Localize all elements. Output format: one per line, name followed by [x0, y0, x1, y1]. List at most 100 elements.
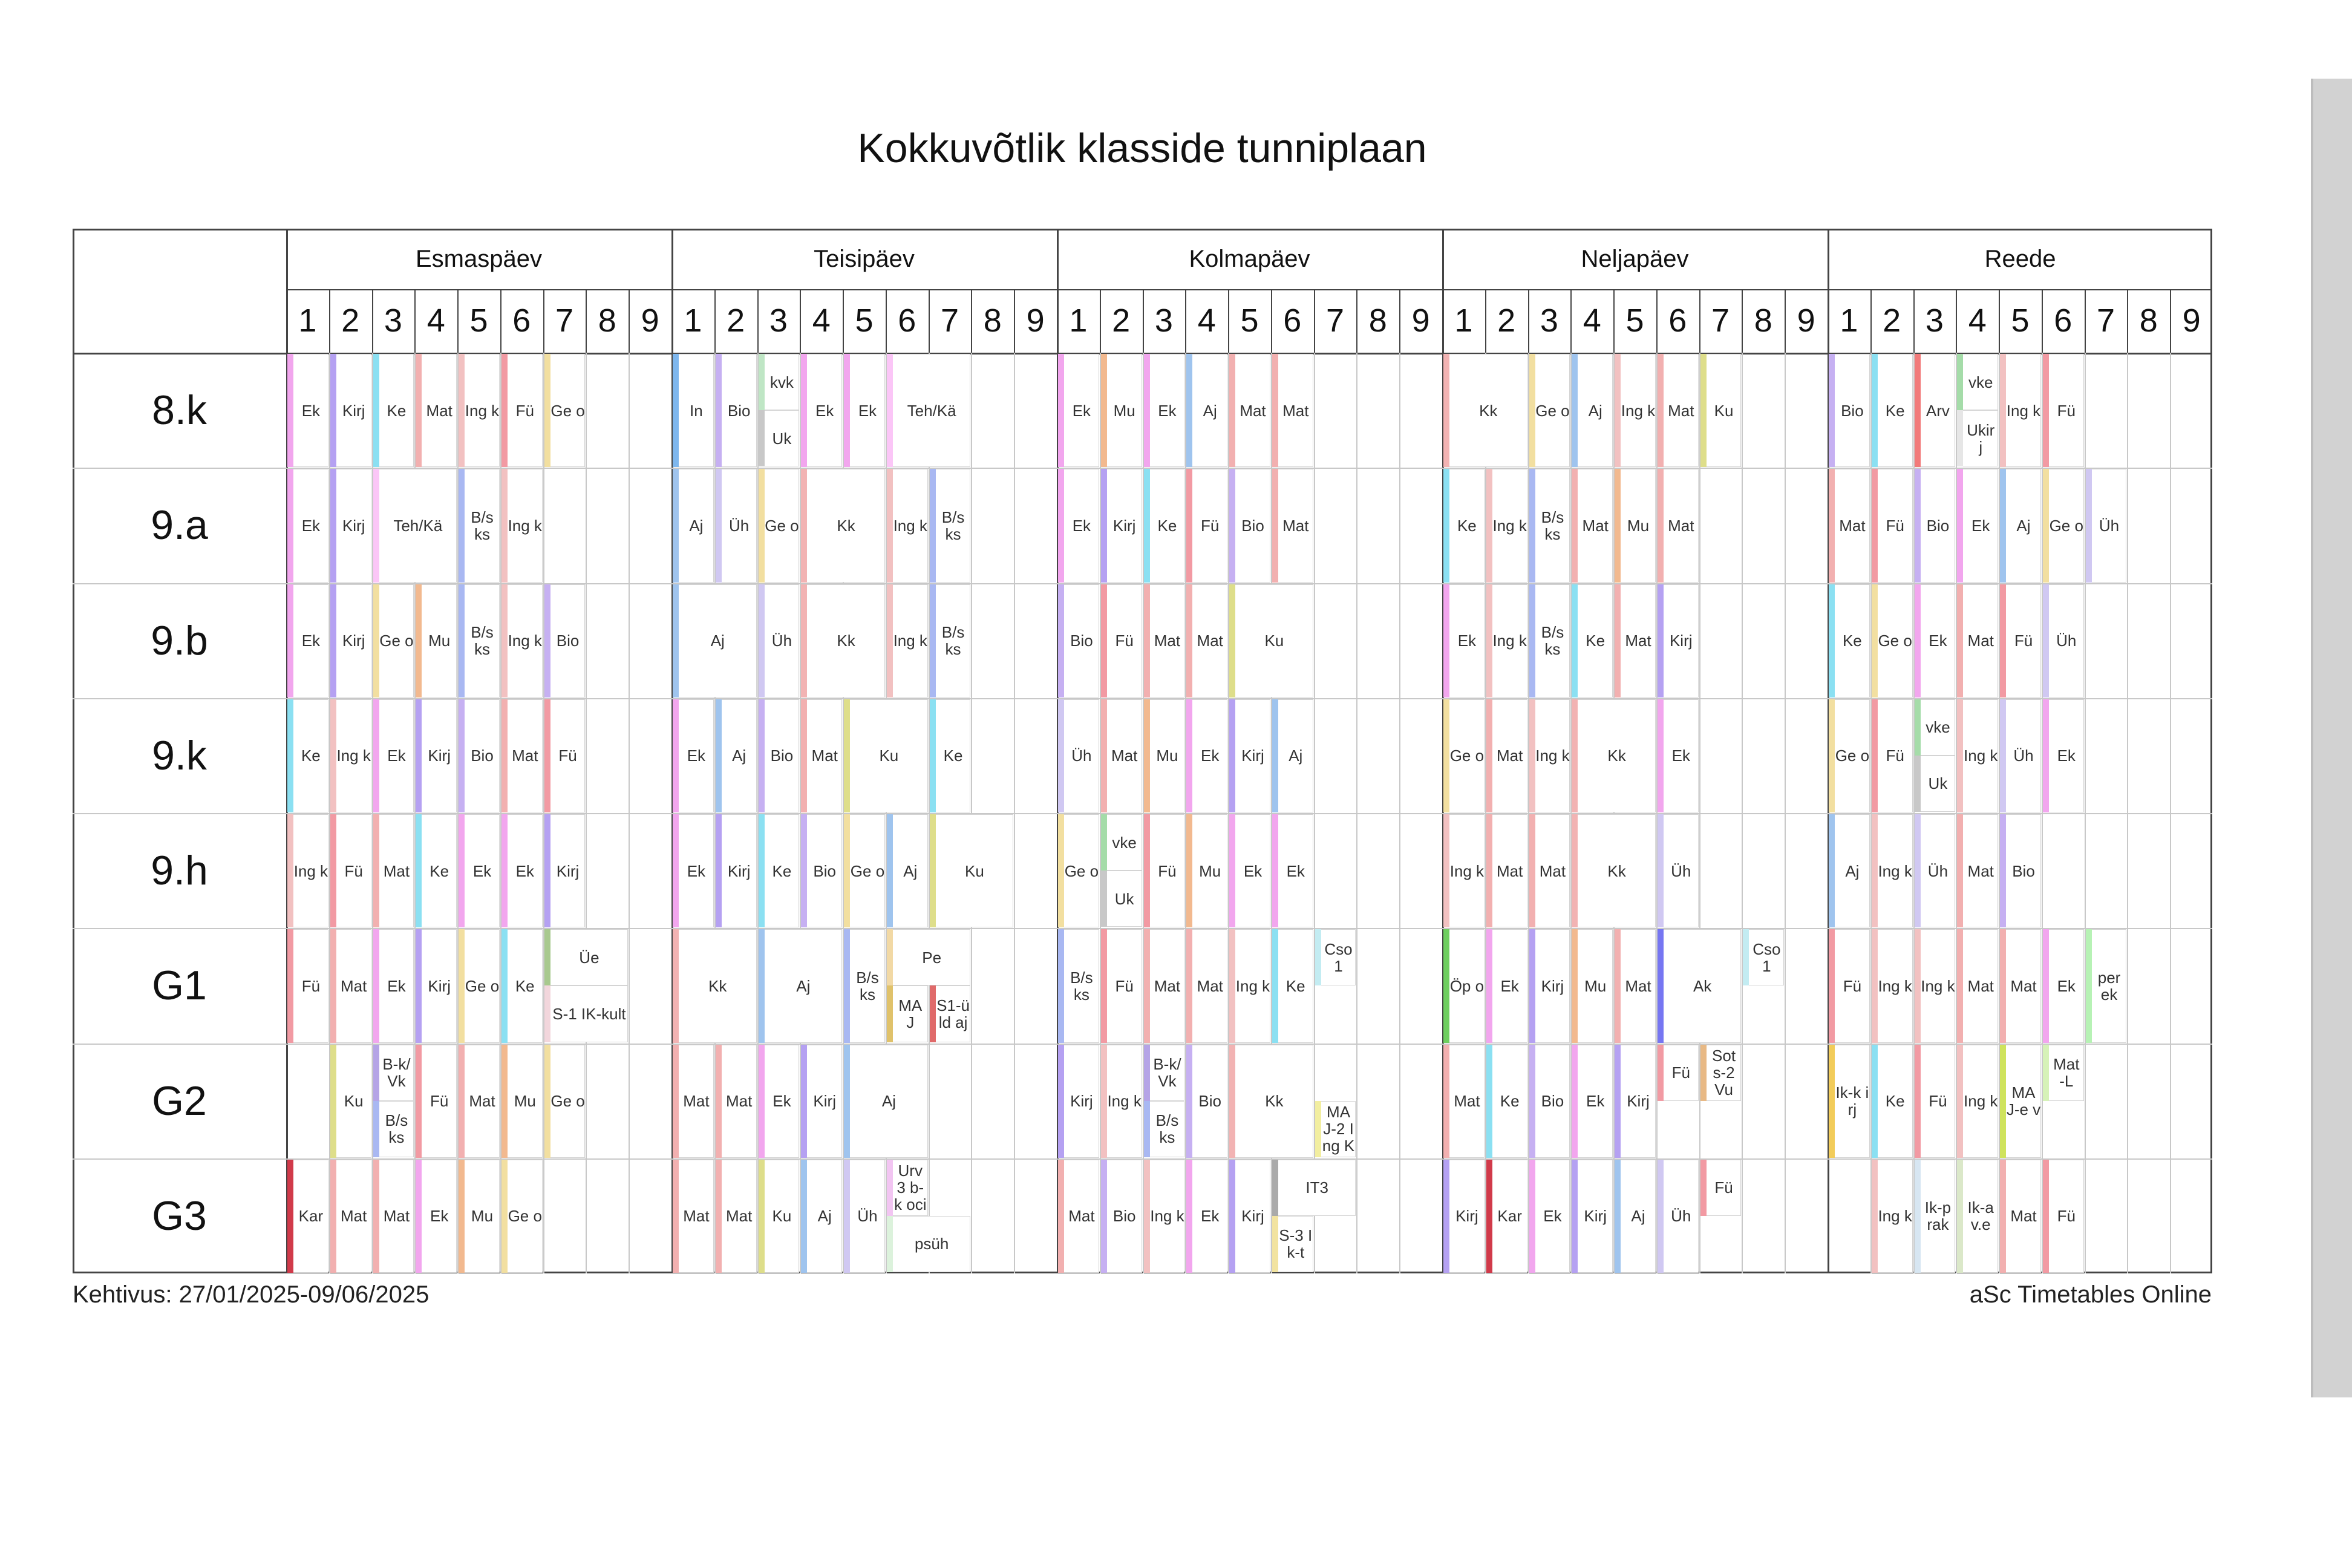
lesson-cell[interactable]: Aj — [2000, 469, 2041, 583]
lesson-cell[interactable]: Ke — [1272, 929, 1313, 1043]
lesson-cell[interactable]: Fü — [1700, 1159, 1742, 1216]
lesson-cell[interactable]: Aj — [673, 584, 757, 697]
lesson-cell[interactable]: Mat — [459, 1044, 500, 1158]
lesson-cell[interactable]: Ek — [1058, 354, 1099, 468]
lesson-cell[interactable]: B/s ks — [373, 1100, 414, 1157]
lesson-cell[interactable]: Ge o — [1871, 584, 1913, 697]
lesson-cell[interactable]: Fü — [2042, 354, 2084, 468]
lesson-cell[interactable]: Ing k — [1957, 699, 1999, 812]
lesson-cell[interactable]: Mat — [1957, 814, 1999, 928]
lesson-cell[interactable]: Kirj — [416, 699, 457, 812]
lesson-cell[interactable]: Ke — [1871, 354, 1913, 468]
lesson-cell[interactable]: Ek — [673, 814, 714, 928]
lesson-cell[interactable]: Üh — [2000, 699, 2041, 812]
lesson-cell[interactable]: Ek — [287, 469, 328, 583]
lesson-cell[interactable]: Ku — [758, 1159, 800, 1273]
lesson-cell[interactable]: Ke — [929, 699, 971, 812]
lesson-cell[interactable]: Fü — [544, 699, 586, 812]
lesson-cell[interactable]: Bio — [459, 699, 500, 812]
lesson-cell[interactable]: Mat — [1143, 929, 1185, 1043]
lesson-cell[interactable]: Kirj — [715, 814, 757, 928]
lesson-cell[interactable]: Mat — [1957, 929, 1999, 1043]
lesson-cell[interactable]: Ge o — [544, 1044, 586, 1158]
lesson-cell[interactable]: Ku — [1700, 354, 1742, 468]
lesson-cell[interactable]: Ge o — [544, 354, 586, 468]
lesson-cell[interactable]: Ek — [1443, 584, 1485, 697]
lesson-cell[interactable]: S1-üld aj — [929, 985, 971, 1042]
lesson-cell[interactable]: Ek — [1143, 354, 1185, 468]
lesson-cell[interactable]: Bio — [715, 354, 757, 468]
lesson-cell[interactable]: Pe — [886, 929, 971, 986]
lesson-cell[interactable]: Fü — [2000, 584, 2041, 697]
lesson-cell[interactable]: Ing k — [1615, 354, 1656, 468]
lesson-cell[interactable]: Bio — [1829, 354, 1870, 468]
lesson-cell[interactable]: Ukir j — [1957, 410, 1999, 467]
lesson-cell[interactable]: Ing k — [1871, 929, 1913, 1043]
lesson-cell[interactable]: Ek — [287, 354, 328, 468]
lesson-cell[interactable]: Bio — [2000, 814, 2041, 928]
lesson-cell[interactable]: Üh — [758, 584, 800, 697]
lesson-cell[interactable]: Mat — [1186, 929, 1228, 1043]
lesson-cell[interactable]: Ing k — [1100, 1044, 1142, 1158]
lesson-cell[interactable]: Fü — [1829, 929, 1870, 1043]
lesson-cell[interactable]: Mat — [330, 929, 371, 1043]
lesson-cell[interactable]: Aj — [673, 469, 714, 583]
lesson-cell[interactable]: Aj — [1572, 354, 1613, 468]
lesson-cell[interactable]: Ge o — [1529, 354, 1570, 468]
lesson-cell[interactable]: Ik-k irj — [1829, 1044, 1870, 1158]
lesson-cell[interactable]: Ke — [287, 699, 328, 812]
lesson-cell[interactable]: Ing k — [1871, 814, 1913, 928]
lesson-cell[interactable]: Fü — [1143, 814, 1185, 928]
lesson-cell[interactable]: Mu — [1186, 814, 1228, 928]
lesson-cell[interactable]: Fü — [1100, 584, 1142, 697]
lesson-cell[interactable]: Kirj — [1229, 1159, 1270, 1273]
lesson-cell[interactable]: Ek — [1186, 1159, 1228, 1273]
lesson-cell[interactable]: Mat — [1657, 469, 1699, 583]
lesson-cell[interactable]: Fü — [1657, 1044, 1699, 1101]
lesson-cell[interactable]: Mat — [330, 1159, 371, 1273]
lesson-cell[interactable]: Ek — [673, 699, 714, 812]
lesson-cell[interactable]: Aj — [844, 1044, 928, 1158]
lesson-cell[interactable]: Ek — [1914, 584, 1956, 697]
lesson-cell[interactable]: Mat — [673, 1159, 714, 1273]
lesson-cell[interactable]: Ge o — [1829, 699, 1870, 812]
lesson-cell[interactable]: Mat — [2000, 1159, 2041, 1273]
lesson-cell[interactable]: Ing k — [330, 699, 371, 812]
lesson-cell[interactable]: Kirj — [801, 1044, 843, 1158]
lesson-cell[interactable]: Üh — [1657, 1159, 1699, 1273]
lesson-cell[interactable]: Ing k — [1443, 814, 1485, 928]
lesson-cell[interactable]: B/s ks — [929, 469, 971, 583]
lesson-cell[interactable]: Ing k — [1143, 1159, 1185, 1273]
lesson-cell[interactable]: Mat — [715, 1159, 757, 1273]
lesson-cell[interactable]: Ing k — [886, 584, 928, 697]
lesson-cell[interactable]: Üh — [1657, 814, 1699, 928]
lesson-cell[interactable]: Ku — [929, 814, 1014, 928]
lesson-cell[interactable]: Üh — [1914, 814, 1956, 928]
lesson-cell[interactable]: Fü — [501, 354, 543, 468]
lesson-cell[interactable]: Ke — [758, 814, 800, 928]
lesson-cell[interactable]: Fü — [416, 1044, 457, 1158]
lesson-cell[interactable]: S-1 IK-kult — [544, 985, 629, 1042]
lesson-cell[interactable]: Ge o — [459, 929, 500, 1043]
lesson-cell[interactable]: Mat — [373, 1159, 414, 1273]
lesson-cell[interactable]: Ke — [373, 354, 414, 468]
lesson-cell[interactable]: Mat — [1615, 584, 1656, 697]
lesson-cell[interactable]: Kirj — [1657, 584, 1699, 697]
lesson-cell[interactable]: Bio — [1100, 1159, 1142, 1273]
lesson-cell[interactable]: Mat — [1058, 1159, 1099, 1273]
lesson-cell[interactable]: Kirj — [330, 584, 371, 697]
lesson-cell[interactable]: Bio — [1186, 1044, 1228, 1158]
lesson-cell[interactable]: Ek — [1657, 699, 1699, 812]
lesson-cell[interactable]: Bio — [1229, 469, 1270, 583]
lesson-cell[interactable]: Bio — [1914, 469, 1956, 583]
lesson-cell[interactable]: Ku — [1229, 584, 1313, 697]
lesson-cell[interactable]: B/s ks — [459, 584, 500, 697]
lesson-cell[interactable]: Ek — [2042, 699, 2084, 812]
lesson-cell[interactable]: Üh — [2042, 584, 2084, 697]
lesson-cell[interactable]: B/s ks — [1143, 1100, 1185, 1157]
lesson-cell[interactable]: Ik-p rak — [1914, 1159, 1956, 1273]
lesson-cell[interactable]: Mat — [1186, 584, 1228, 697]
lesson-cell[interactable]: Ge o — [501, 1159, 543, 1273]
lesson-cell[interactable]: Cso 1 — [1743, 929, 1785, 986]
lesson-cell[interactable]: Ke — [1829, 584, 1870, 697]
